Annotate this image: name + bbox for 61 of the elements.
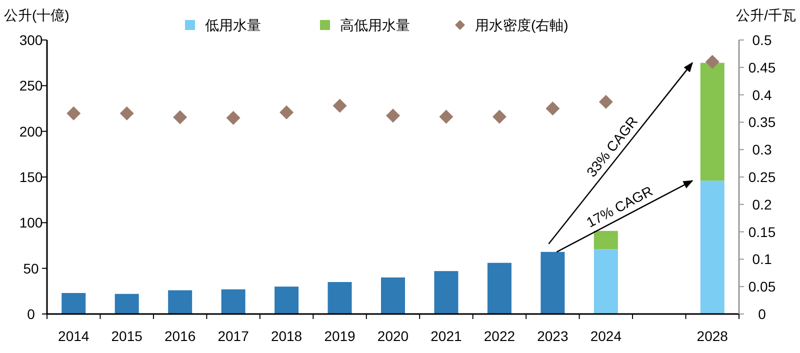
bar <box>594 249 618 314</box>
x-tick-label: 2021 <box>430 328 462 344</box>
point <box>66 106 81 120</box>
y-tick-label: 50 <box>23 260 39 276</box>
y2-tick-label: 0.25 <box>748 169 776 185</box>
y-tick-label: 250 <box>19 78 43 94</box>
x-tick-label: 2024 <box>590 328 622 344</box>
bar <box>381 277 405 314</box>
bar <box>700 180 724 314</box>
point <box>173 110 188 124</box>
y-tick-label: 200 <box>19 123 43 140</box>
point <box>280 105 294 120</box>
x-tick-label: 2014 <box>58 328 90 344</box>
point <box>598 94 613 109</box>
x-tick-label: 2019 <box>324 328 356 344</box>
y-tick-label: 300 <box>19 32 43 48</box>
bar <box>328 282 352 314</box>
bar <box>487 262 512 314</box>
y2-tick-label: 0.4 <box>752 86 772 103</box>
x-tick-label: 2028 <box>696 328 728 344</box>
bar <box>540 252 565 314</box>
x-tick-label: 2020 <box>377 328 409 344</box>
bar <box>700 62 724 181</box>
bar <box>221 289 246 314</box>
y-tick-label: 100 <box>19 214 43 231</box>
point <box>386 108 400 123</box>
point <box>492 110 506 124</box>
x-tick-label: 2015 <box>111 328 143 344</box>
x-tick-label: 2016 <box>164 328 196 344</box>
y2-tick-label: 0.05 <box>748 278 776 295</box>
legend-label: 用水密度(右軸) <box>475 17 568 33</box>
bar <box>114 294 139 314</box>
x-tick-label: 2017 <box>218 328 250 344</box>
y2-tick-label: 0.45 <box>748 59 776 76</box>
x-tick-label: 2018 <box>270 328 302 344</box>
legend-label: 低用水量 <box>205 17 261 33</box>
bar <box>274 286 299 314</box>
y2-tick-label: 0.2 <box>752 196 772 212</box>
y2-tick-label: 0.5 <box>752 32 772 48</box>
y2-axis-title: 公升/千瓦 <box>736 7 796 23</box>
y2-tick-label: 0.35 <box>748 114 776 130</box>
y2-tick-label: 0.3 <box>752 142 772 158</box>
x-tick-label: 2022 <box>484 328 516 344</box>
y2-tick-label: 0.15 <box>748 224 776 240</box>
legend-label: 高低用水量 <box>340 17 410 33</box>
bar <box>594 230 618 250</box>
y2-tick-label: 0 <box>758 306 766 322</box>
y-tick-label: 150 <box>19 169 43 185</box>
point <box>332 98 347 113</box>
bar <box>434 271 458 314</box>
bar <box>168 290 192 314</box>
point <box>226 110 240 125</box>
point <box>705 54 720 69</box>
y-tick-label: 0 <box>27 306 36 322</box>
y-axis-title: 公升(十億) <box>4 7 70 23</box>
point <box>546 102 560 116</box>
point <box>120 106 134 120</box>
y2-tick-label: 0.1 <box>752 251 772 268</box>
point <box>439 110 454 124</box>
x-tick-label: 2023 <box>537 328 568 344</box>
bar <box>62 292 86 314</box>
